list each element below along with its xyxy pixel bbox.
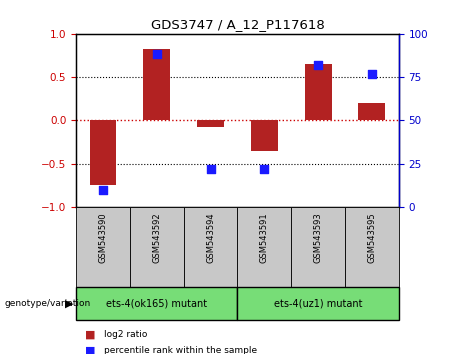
Text: genotype/variation: genotype/variation [5, 299, 91, 308]
Bar [345, 207, 399, 287]
Text: GSM543595: GSM543595 [367, 213, 376, 263]
Bar [305, 64, 331, 120]
Text: GSM543594: GSM543594 [206, 213, 215, 263]
Point [153, 52, 160, 57]
Text: ■: ■ [85, 346, 96, 354]
Text: GSM543593: GSM543593 [313, 213, 323, 263]
Text: ▶: ▶ [65, 298, 74, 309]
Text: log2 ratio: log2 ratio [104, 330, 147, 339]
Text: GSM543592: GSM543592 [152, 213, 161, 263]
Text: ets-4(ok165) mutant: ets-4(ok165) mutant [106, 298, 207, 309]
Bar [237, 207, 291, 287]
Text: GSM543590: GSM543590 [99, 213, 107, 263]
Bar [183, 207, 237, 287]
Bar [358, 103, 385, 120]
Bar [143, 49, 170, 120]
Text: ets-4(uz1) mutant: ets-4(uz1) mutant [274, 298, 362, 309]
Point [207, 166, 214, 172]
Bar [237, 287, 399, 320]
Bar [251, 120, 278, 151]
Bar [291, 207, 345, 287]
Point [99, 187, 106, 193]
Bar [76, 207, 130, 287]
Point [260, 166, 268, 172]
Text: percentile rank within the sample: percentile rank within the sample [104, 346, 257, 354]
Point [314, 62, 322, 68]
Bar [89, 120, 116, 185]
Bar [76, 287, 237, 320]
Text: GSM543591: GSM543591 [260, 213, 269, 263]
Text: ■: ■ [85, 330, 96, 339]
Point [368, 71, 376, 76]
Bar [197, 120, 224, 127]
Bar [130, 207, 183, 287]
Title: GDS3747 / A_12_P117618: GDS3747 / A_12_P117618 [151, 18, 324, 31]
